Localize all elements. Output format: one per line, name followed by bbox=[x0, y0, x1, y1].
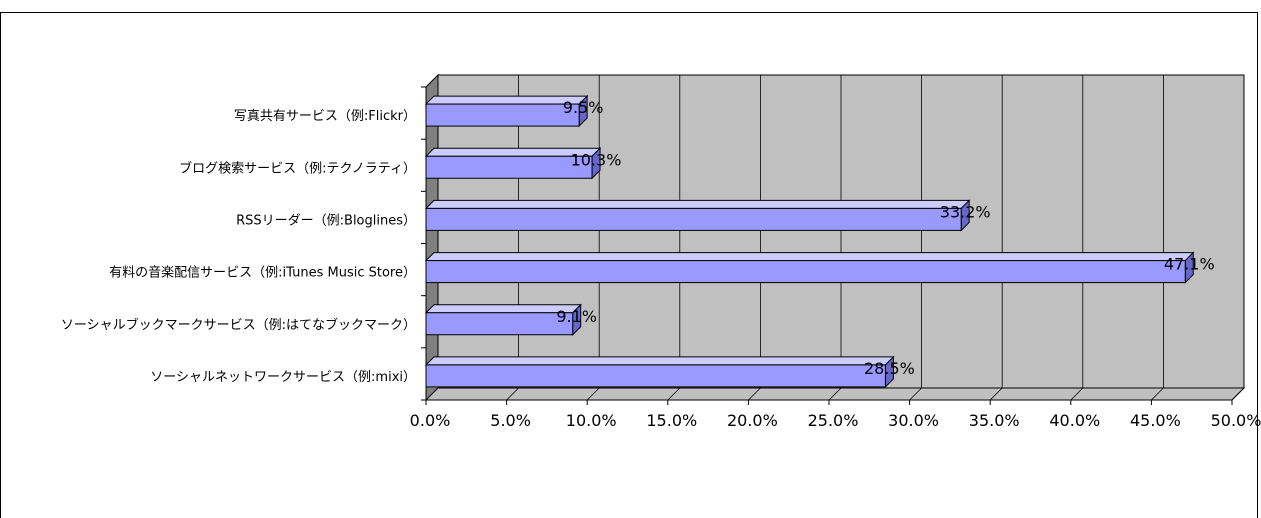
x-tick-label: 10.0% bbox=[566, 411, 617, 430]
bar-front bbox=[425, 155, 593, 179]
data-label: 9.5% bbox=[563, 98, 604, 117]
floor-gridline bbox=[506, 387, 519, 401]
floor-gridline bbox=[1151, 387, 1164, 401]
x-tick-label: 35.0% bbox=[969, 411, 1020, 430]
category-label: ソーシャルネットワークサービス（例:mixi） bbox=[150, 370, 416, 385]
bar-front bbox=[425, 103, 580, 127]
x-tick-labels: 0.0% 5.0% 10.0% 15.0% 20.0% 25.0% 30.0% 35.0% 40… bbox=[410, 411, 1261, 430]
data-label: 28.5% bbox=[864, 359, 915, 378]
data-label: 33.2% bbox=[940, 202, 991, 221]
data-label: 10.3% bbox=[571, 150, 622, 169]
category-label: RSSリーダー（例:Bloglines） bbox=[236, 213, 416, 228]
bar bbox=[424, 147, 602, 180]
floor-gridline bbox=[748, 387, 761, 401]
category-label: ブログ検索サービス（例:テクノラティ） bbox=[179, 160, 416, 176]
bar bbox=[424, 355, 895, 389]
bar bbox=[424, 251, 1195, 284]
floor-gridline bbox=[667, 387, 681, 401]
bar bbox=[424, 303, 582, 336]
bar-front bbox=[425, 312, 574, 336]
x-tick-label: 50.0% bbox=[1211, 411, 1261, 430]
bar-top bbox=[424, 252, 1195, 262]
floor-gridline bbox=[1231, 387, 1245, 401]
x-tick-label: 40.0% bbox=[1049, 411, 1100, 430]
category-labels: 写真共有サービス（例:Flickr） ブログ検索サービス（例:テクノラティ） RSS… bbox=[61, 109, 416, 385]
gridlines bbox=[421, 75, 1245, 405]
bar-front bbox=[425, 364, 886, 388]
floor-gridline bbox=[909, 387, 922, 401]
x-tick-label: 25.0% bbox=[808, 411, 859, 430]
category-label: ソーシャルブックマークサービス（例:はてなブックマーク） bbox=[61, 317, 416, 333]
floor-gridline bbox=[989, 387, 1003, 401]
x-tick-label: 20.0% bbox=[727, 411, 778, 430]
x-tick-label: 30.0% bbox=[888, 411, 939, 430]
bar bbox=[424, 94, 589, 128]
category-label: 有料の音楽配信サービス（例:iTunes Music Store） bbox=[109, 265, 416, 281]
bar-front bbox=[425, 260, 1186, 284]
bar-top bbox=[424, 356, 895, 366]
data-label: 47.1% bbox=[1164, 255, 1215, 274]
category-label: 写真共有サービス（例:Flickr） bbox=[234, 109, 416, 124]
bar-top bbox=[424, 199, 971, 209]
x-tick-label: 0.0% bbox=[410, 411, 451, 430]
x-tick-label: 5.0% bbox=[490, 411, 531, 430]
bar bbox=[424, 199, 971, 232]
data-label: 9.1% bbox=[556, 307, 597, 326]
x-tick-label: 15.0% bbox=[646, 411, 697, 430]
bars bbox=[424, 94, 1195, 389]
floor-gridline bbox=[586, 387, 600, 401]
chart-frame bbox=[0, 12, 1258, 518]
floor-gridline bbox=[828, 387, 842, 401]
x-tick-label: 45.0% bbox=[1130, 411, 1181, 430]
data-labels: 9.5% 10.3% 33.2% 47.1% 9.1% 28.5% bbox=[556, 98, 1214, 378]
bar-front bbox=[425, 207, 962, 231]
floor-gridline bbox=[1070, 387, 1084, 401]
